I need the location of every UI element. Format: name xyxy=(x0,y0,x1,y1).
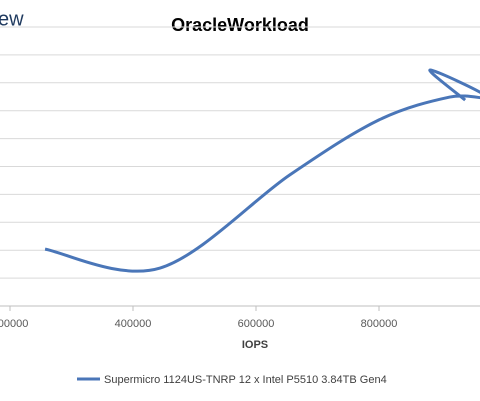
x-axis-label: IOPS xyxy=(242,339,268,351)
chart-title: OracleWorkload xyxy=(171,15,309,35)
legend-label: Supermicro 1124US-TNRP 12 x Intel P5510 … xyxy=(104,374,387,386)
x-tick-label: 800000 xyxy=(361,318,398,330)
series-line xyxy=(44,68,480,273)
brand: ew xyxy=(0,8,24,30)
x-tick-label: 600000 xyxy=(238,318,275,330)
x-tick-label: 400000 xyxy=(115,318,152,330)
x-tick-label: 200000 xyxy=(0,318,28,330)
